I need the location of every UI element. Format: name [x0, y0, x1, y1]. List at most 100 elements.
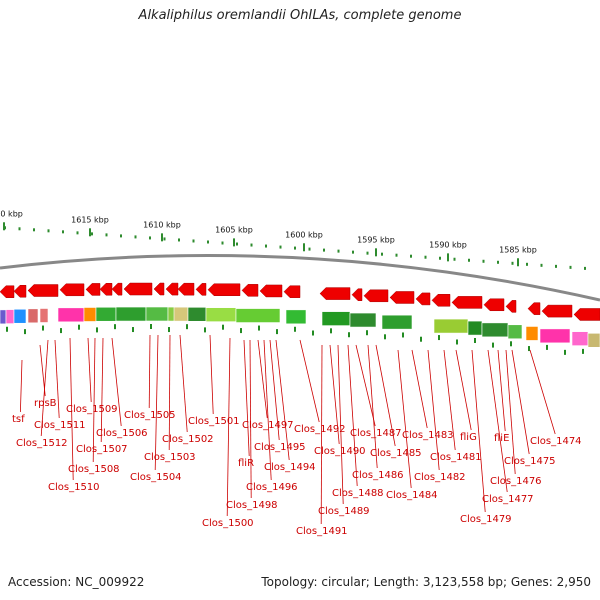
- feature-tick: [114, 324, 116, 330]
- scale-minor-tick: [569, 265, 572, 269]
- feature-ring: [0, 306, 600, 355]
- scale-minor-tick: [453, 257, 456, 261]
- gene-arrow: [541, 304, 573, 318]
- scale-label: 1595 kbp: [357, 235, 395, 244]
- feature-tick: [258, 325, 260, 331]
- feature-tick: [276, 329, 278, 335]
- feature-tick: [510, 341, 512, 347]
- gene-label: Clos_1476: [490, 476, 542, 487]
- feature-tick: [186, 324, 188, 330]
- feature-tick: [312, 330, 314, 336]
- feature-block: [205, 307, 237, 322]
- label-leader-line: [168, 334, 171, 451]
- scale-minor-tick: [76, 231, 79, 235]
- label-leader-line: [427, 349, 440, 471]
- gene-label: Clos_1492: [294, 424, 346, 435]
- scale-major-tick: [3, 222, 5, 231]
- feature-block: [587, 332, 600, 348]
- feature-tick: [240, 328, 242, 334]
- scale-minor-tick: [192, 239, 195, 243]
- gene-label: Clos_1496: [246, 482, 298, 493]
- feature-tick: [384, 334, 386, 340]
- feature-block: [115, 306, 147, 322]
- feature-tick: [150, 324, 152, 329]
- feature-tick: [438, 335, 440, 341]
- label-leader-line: [471, 349, 486, 513]
- gene-label: Clos_1507: [76, 444, 128, 455]
- feature-block: [481, 322, 509, 338]
- scale-major-tick: [447, 253, 449, 262]
- scale-minor-tick: [381, 252, 383, 256]
- label-leader-line: [154, 334, 159, 471]
- gene-label: rpsB: [34, 398, 57, 409]
- scale-minor-tick: [18, 227, 21, 231]
- feature-tick: [582, 348, 584, 354]
- gene-label: fliE: [494, 433, 509, 444]
- label-leader-line: [148, 334, 151, 409]
- gene-label: Clos_1490: [314, 446, 366, 457]
- label-leader-line: [337, 344, 344, 505]
- label-leader-line: [511, 349, 530, 455]
- scale-minor-tick: [352, 250, 354, 254]
- label-leader-line: [269, 339, 280, 441]
- gene-arrow: [451, 296, 483, 309]
- genome-summary-text: Topology: circular; Length: 3,123,558 bp…: [261, 575, 591, 589]
- scale-minor-tick: [163, 237, 166, 241]
- scale-ring: 1620 kbp 1615 kbp 1610 kbp 1605 kbp 1600 kbp…: [0, 209, 586, 270]
- gene-label: Clos_1482: [414, 472, 466, 483]
- feature-block: [507, 324, 523, 340]
- scale-minor-tick: [149, 236, 151, 240]
- scale-minor-tick: [395, 253, 398, 257]
- gene-arrow: [259, 284, 283, 298]
- feature-tick: [348, 332, 350, 338]
- gene-label: Clos_1477: [482, 494, 534, 505]
- scale-minor-tick: [555, 264, 557, 268]
- scale-minor-tick: [178, 238, 180, 242]
- label-leader-line: [320, 344, 323, 525]
- backbone-ring: [0, 254, 600, 302]
- feature-block: [187, 306, 207, 322]
- feature-block: [525, 326, 539, 341]
- scale-minor-tick: [33, 228, 35, 232]
- feature-tick: [6, 326, 8, 332]
- gene-arrow: [351, 288, 363, 301]
- label-leader-line: [275, 339, 290, 461]
- feature-tick: [546, 344, 548, 350]
- feature-block: [39, 308, 49, 323]
- feature-block: [321, 311, 351, 326]
- gene-label: Clos_1508: [68, 464, 120, 475]
- gene-arrow: [573, 308, 600, 321]
- scale-minor-tick: [250, 243, 253, 247]
- gene-arrow: [207, 283, 241, 296]
- feature-tick: [24, 329, 26, 335]
- gene-label: Clos_1475: [504, 456, 556, 467]
- feature-block: [539, 328, 571, 344]
- label-leader-line: [54, 339, 60, 419]
- label-leader-line: [487, 349, 508, 493]
- scale-minor-tick: [236, 242, 238, 246]
- label-leader-line: [111, 337, 122, 427]
- map-title: Alkaliphilus oremlandii OhILAs, complete…: [138, 8, 462, 23]
- gene-arrow: [319, 287, 351, 300]
- gene-arrow: [177, 282, 195, 296]
- gene-arrow: [483, 298, 505, 312]
- gene-label: Clos_1504: [130, 472, 182, 483]
- label-leader-line: [497, 349, 506, 432]
- feature-block: [145, 306, 169, 322]
- gene-label: Clos_1498: [226, 500, 278, 511]
- gene-label: Clos_1481: [430, 452, 482, 463]
- label-leader-line: [329, 344, 340, 445]
- gene-arrow: [99, 283, 113, 296]
- feature-tick: [456, 339, 458, 345]
- gene-ring: [0, 282, 600, 321]
- scale-minor-tick: [366, 251, 369, 255]
- feature-tick: [528, 346, 530, 352]
- label-leader-line: [249, 339, 252, 499]
- feature-block: [349, 312, 377, 328]
- feature-block: [571, 331, 589, 346]
- feature-block: [95, 306, 117, 322]
- gene-arrow: [85, 283, 101, 296]
- gene-arrow: [111, 282, 123, 296]
